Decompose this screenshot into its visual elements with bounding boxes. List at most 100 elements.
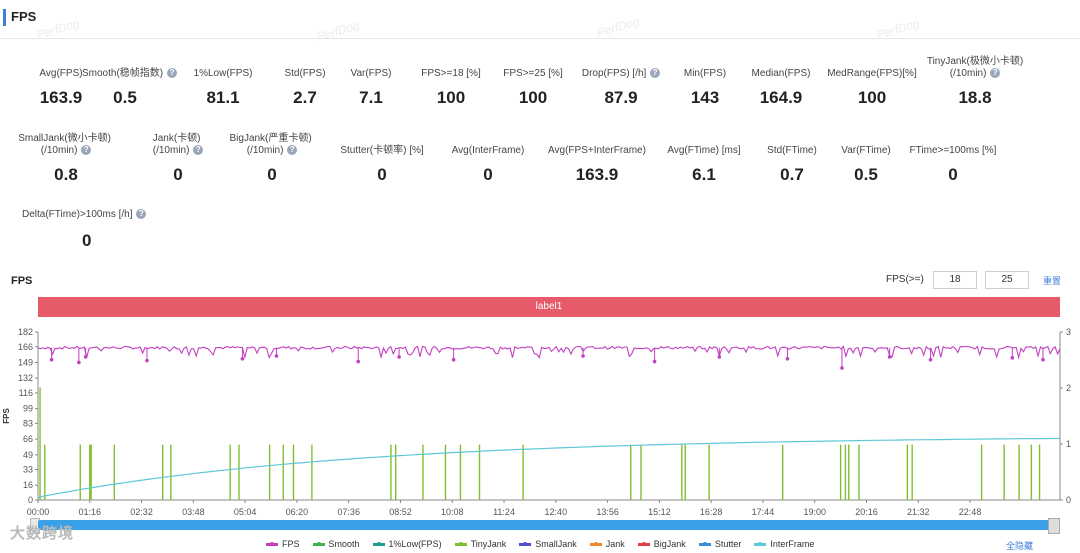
stat-value: 0 xyxy=(82,231,92,250)
stat-value: 0 xyxy=(267,165,277,184)
stat-value: 0 xyxy=(377,165,387,184)
help-icon[interactable]: ? xyxy=(136,209,147,220)
y-tick-label: 83 xyxy=(23,418,33,428)
hide-all-button[interactable]: 全隐藏 xyxy=(1006,541,1034,551)
legend-item[interactable]: Smooth xyxy=(312,539,360,549)
x-tick-label: 01:16 xyxy=(79,507,102,517)
fps-dip-point xyxy=(451,357,456,362)
stat-label: Avg(FPS) xyxy=(39,68,83,79)
x-tick-label: 10:08 xyxy=(441,507,464,517)
stat-item: FPS>=25 [%] 100 xyxy=(490,68,576,108)
legend-label: SmallJank xyxy=(535,539,577,549)
help-icon[interactable]: ? xyxy=(650,68,661,79)
stat-value: 87.9 xyxy=(604,88,638,107)
stat-label: FPS>=25 [%] xyxy=(503,68,563,79)
x-tick-label: 12:40 xyxy=(545,507,568,517)
stat-delta-ftime: Delta(FTime)>100ms [/h] ? 0 xyxy=(22,209,162,251)
x-tick-label: 22:48 xyxy=(959,507,982,517)
fps-dip-point xyxy=(274,354,279,358)
y-tick-label: 166 xyxy=(18,342,33,352)
stat-item: Min(FPS) 143 xyxy=(662,68,748,108)
reset-button[interactable]: 重置 xyxy=(1043,276,1062,286)
stat-label: BigJank(严重卡顿) xyxy=(229,133,312,144)
y2-tick-label: 3 xyxy=(1066,327,1071,337)
fps-dip-point xyxy=(1010,356,1015,360)
label-banner[interactable]: label1 xyxy=(38,297,1060,317)
fps-dip-point xyxy=(581,354,585,358)
stat-item: FPS>=18 [%] 100 xyxy=(408,68,494,108)
stat-label: Stutter(卡顿率) [%] xyxy=(340,145,424,156)
legend-swatch xyxy=(637,541,650,547)
legend-item[interactable]: BigJank xyxy=(637,539,686,549)
help-icon[interactable]: ? xyxy=(990,68,1001,79)
legend-item[interactable]: TinyJank xyxy=(454,539,506,549)
legend-label: BigJank xyxy=(653,539,686,549)
stat-item: Smooth(稳帧指数) ? 0.5 xyxy=(82,68,177,108)
stat-label: Smooth(稳帧指数) xyxy=(82,68,164,79)
fps-dip-point xyxy=(397,355,401,359)
x-tick-label: 20:16 xyxy=(855,507,878,517)
legend-item[interactable]: InterFrame xyxy=(754,539,814,549)
stat-item: Avg(InterFrame) 0 xyxy=(438,133,538,185)
fps-dip-point xyxy=(240,356,245,361)
fps-threshold-input-2[interactable]: 25 xyxy=(985,271,1029,289)
stat-item: MedRange(FPS)[%] 100 xyxy=(822,68,922,108)
x-tick-label: 00:00 xyxy=(27,507,50,517)
stat-item: Avg(FTime) [ms] 6.1 xyxy=(654,133,754,185)
stat-item: BigJank(严重卡顿) (/10min) ? 0 xyxy=(222,133,322,185)
fps-dip-point xyxy=(145,358,149,363)
stat-label: Avg(FTime) [ms] xyxy=(667,145,741,156)
stat-value: 18.8 xyxy=(958,88,992,107)
zoom-handle-right[interactable] xyxy=(1048,518,1060,534)
fps-dip-point xyxy=(356,359,361,364)
stat-label: MedRange(FPS)[%] xyxy=(827,68,917,79)
stat-label: Delta(FTime)>100ms [/h] xyxy=(22,209,133,220)
help-icon[interactable]: ? xyxy=(193,145,204,156)
stat-label: Std(FPS) xyxy=(284,68,326,79)
fps-threshold-label: FPS(>=) xyxy=(886,274,924,285)
fps-dip-point xyxy=(49,357,54,362)
legend-swatch xyxy=(698,541,711,547)
legend-item[interactable]: Jank xyxy=(589,539,625,549)
stat-value: 100 xyxy=(436,88,466,107)
stat-label: 1%Low(FPS) xyxy=(193,68,253,79)
stat-item: Avg(FPS) 163.9 xyxy=(18,68,104,108)
legend-item[interactable]: Stutter xyxy=(698,539,742,549)
fps-dip-point xyxy=(840,366,844,370)
fps-dip-point xyxy=(652,359,657,364)
x-tick-label: 05:04 xyxy=(234,507,257,517)
x-tick-label: 17:44 xyxy=(752,507,775,517)
legend-label: 1%Low(FPS) xyxy=(388,539,442,549)
x-tick-label: 11:24 xyxy=(493,507,515,517)
stat-value: 164.9 xyxy=(759,88,803,107)
legend-swatch xyxy=(372,541,385,547)
fps-threshold-input-1[interactable]: 18 xyxy=(933,271,977,289)
x-tick-label: 06:20 xyxy=(286,507,309,517)
legend-label: Stutter xyxy=(714,539,742,549)
legend-label: InterFrame xyxy=(770,539,815,549)
stat-label: FPS>=18 [%] xyxy=(421,68,481,79)
y-tick-label: 33 xyxy=(23,465,33,475)
fps-dip-point xyxy=(785,356,790,361)
help-icon[interactable]: ? xyxy=(287,145,298,156)
fps-line xyxy=(37,345,1061,360)
legend-item[interactable]: FPS xyxy=(266,539,300,549)
stat-label: Min(FPS) xyxy=(683,68,727,79)
legend-item[interactable]: SmallJank xyxy=(519,539,577,549)
legend-item[interactable]: 1%Low(FPS) xyxy=(372,539,442,549)
y-tick-label: 149 xyxy=(18,357,33,367)
stat-label: (/10min) xyxy=(40,145,78,156)
zoom-scrollbar[interactable] xyxy=(38,520,1060,530)
x-tick-label: 16:28 xyxy=(700,507,723,517)
y2-tick-label: 1 xyxy=(1066,439,1071,449)
stat-label: SmallJank(微小卡顿) xyxy=(18,133,111,144)
stat-item: Drop(FPS) [/h] ? 87.9 xyxy=(578,68,664,108)
stat-item: Median(FPS) 164.9 xyxy=(738,68,824,108)
help-icon[interactable]: ? xyxy=(81,145,92,156)
page-title: FPS xyxy=(11,9,37,24)
stat-value: 0.5 xyxy=(113,88,137,107)
stat-value: 0.8 xyxy=(54,165,78,184)
y-tick-label: 49 xyxy=(23,450,33,460)
stat-item: Stutter(卡顿率) [%] 0 xyxy=(332,133,432,185)
help-icon[interactable]: ? xyxy=(166,68,177,79)
